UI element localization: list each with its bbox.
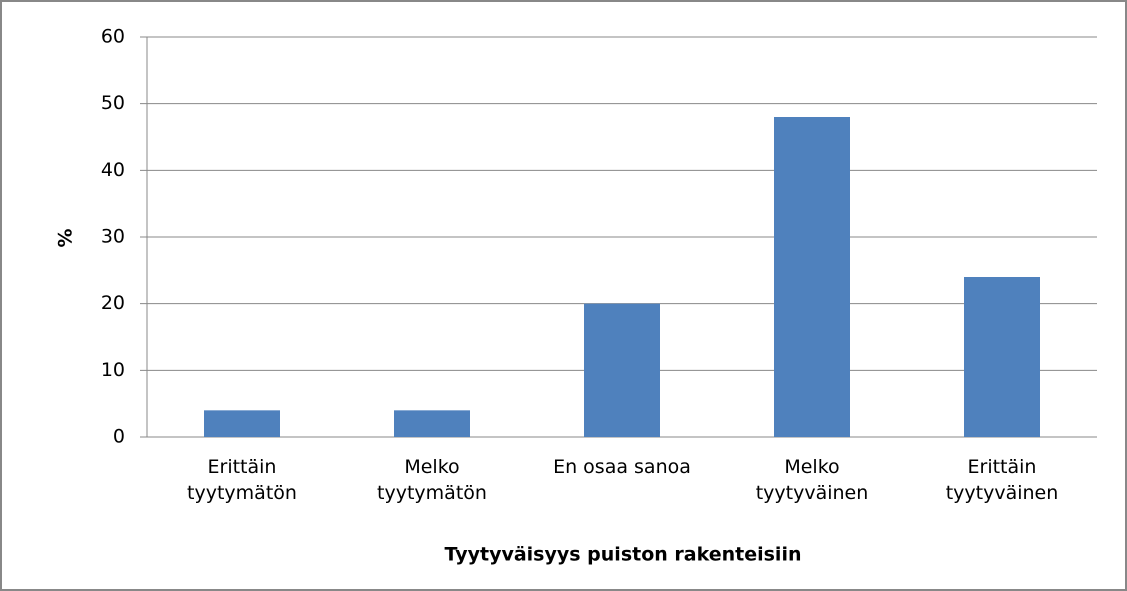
x-tick-label: Erittäin tyytymätön xyxy=(187,456,297,504)
y-axis-label: % xyxy=(55,228,77,247)
bar xyxy=(964,277,1040,437)
y-tick-label: 20 xyxy=(101,292,125,314)
x-tick-label: Melko tyytymätön xyxy=(377,456,487,504)
y-tick-label: 50 xyxy=(101,92,125,114)
x-tick-label: Erittäin tyytyväinen xyxy=(945,456,1059,504)
bar xyxy=(774,117,850,437)
y-tick-label: 40 xyxy=(101,159,125,181)
x-tick-label: Melko tyytyväinen xyxy=(755,456,869,504)
y-tick-label: 60 xyxy=(101,26,125,48)
x-axis-label: Tyytyväisyys puiston rakenteisiin xyxy=(445,544,802,566)
x-tick-label: En osaa sanoa xyxy=(553,456,691,478)
y-tick-label: 0 xyxy=(113,426,125,448)
y-tick-label: 10 xyxy=(101,359,125,381)
bar xyxy=(394,410,470,437)
bar xyxy=(204,410,280,437)
y-tick-label: 30 xyxy=(101,226,125,248)
bar xyxy=(584,303,660,437)
